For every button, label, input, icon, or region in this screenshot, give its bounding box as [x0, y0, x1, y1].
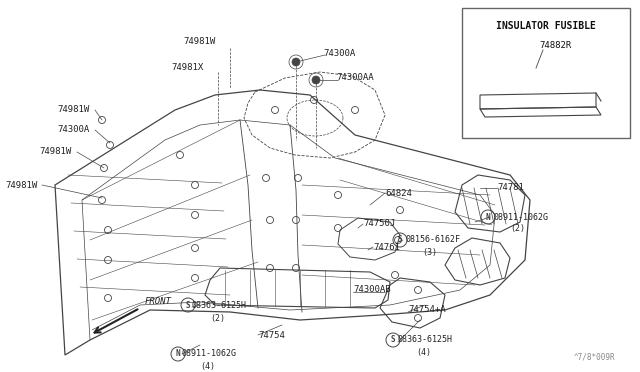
Text: 08156-6162F: 08156-6162F: [405, 235, 460, 244]
Text: 74882R: 74882R: [540, 42, 572, 51]
Text: 08363-6125H: 08363-6125H: [398, 336, 453, 344]
FancyBboxPatch shape: [462, 8, 630, 138]
Text: 74981X: 74981X: [172, 64, 204, 73]
Text: 74300AB: 74300AB: [353, 285, 390, 295]
Text: (3): (3): [422, 247, 437, 257]
Text: (2): (2): [210, 314, 225, 323]
Text: 08911-1062G: 08911-1062G: [182, 350, 237, 359]
Text: 74300AA: 74300AA: [336, 74, 374, 83]
Text: 08911-1062G: 08911-1062G: [493, 212, 548, 221]
Text: INSULATOR FUSIBLE: INSULATOR FUSIBLE: [496, 21, 596, 31]
Text: 74761: 74761: [373, 243, 400, 251]
Text: FRONT: FRONT: [145, 298, 172, 307]
Text: 64824: 64824: [385, 189, 412, 199]
Text: (2): (2): [510, 224, 525, 234]
Text: N: N: [486, 212, 490, 221]
Text: 74300A: 74300A: [323, 48, 355, 58]
Text: 74750J: 74750J: [363, 219, 396, 228]
Circle shape: [312, 76, 320, 84]
Circle shape: [292, 58, 300, 66]
Text: S: S: [186, 301, 190, 310]
Text: ^7/8*009R: ^7/8*009R: [573, 353, 615, 362]
Text: S: S: [397, 235, 403, 244]
Text: 08363-6125H: 08363-6125H: [192, 301, 247, 310]
Text: (4): (4): [200, 362, 215, 371]
Text: 74981W: 74981W: [6, 180, 38, 189]
Text: 74754: 74754: [258, 330, 285, 340]
Text: N: N: [176, 350, 180, 359]
Text: 74981W: 74981W: [58, 106, 90, 115]
Text: 74781: 74781: [497, 183, 524, 192]
Text: 74754+A: 74754+A: [408, 305, 445, 314]
Text: 74981W: 74981W: [184, 38, 216, 46]
Text: 74300A: 74300A: [58, 125, 90, 135]
Text: (4): (4): [416, 349, 431, 357]
Text: 74981W: 74981W: [40, 148, 72, 157]
Text: S: S: [390, 336, 396, 344]
